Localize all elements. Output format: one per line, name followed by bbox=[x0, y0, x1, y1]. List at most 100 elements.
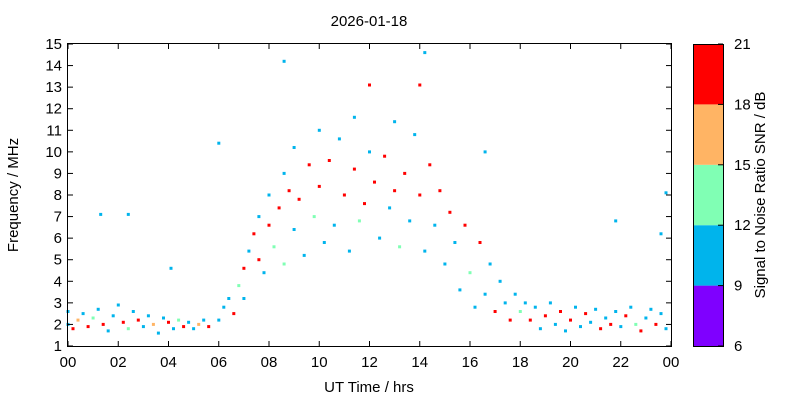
y-tick-label: 5 bbox=[54, 252, 62, 269]
data-point bbox=[589, 320, 593, 324]
colorbar-segment bbox=[693, 285, 723, 346]
data-point bbox=[207, 325, 211, 329]
y-tick-label: 11 bbox=[46, 122, 62, 139]
data-point bbox=[659, 232, 663, 236]
data-point bbox=[368, 83, 371, 87]
data-point bbox=[302, 253, 306, 257]
data-point bbox=[76, 318, 80, 322]
data-point bbox=[126, 212, 130, 216]
data-point bbox=[151, 322, 155, 326]
data-point bbox=[257, 215, 261, 219]
data-point bbox=[393, 189, 397, 193]
data-point bbox=[584, 312, 588, 316]
data-point bbox=[664, 327, 668, 331]
data-point bbox=[187, 320, 191, 324]
x-tick-label: 16 bbox=[462, 354, 479, 371]
data-point bbox=[297, 197, 301, 201]
data-point bbox=[624, 314, 628, 318]
x-tick-label: 08 bbox=[261, 354, 278, 371]
data-point bbox=[232, 312, 236, 316]
data-point bbox=[528, 318, 532, 322]
data-point bbox=[614, 310, 618, 313]
data-point bbox=[488, 262, 492, 266]
data-point bbox=[478, 241, 482, 244]
data-point bbox=[453, 241, 457, 244]
data-point bbox=[282, 262, 286, 266]
data-point bbox=[312, 215, 316, 219]
data-point bbox=[272, 245, 276, 249]
data-point bbox=[292, 228, 296, 231]
data-point bbox=[614, 219, 618, 223]
data-point bbox=[548, 301, 552, 305]
data-point bbox=[513, 292, 517, 296]
y-axis-label: Frequency / MHz bbox=[5, 138, 22, 252]
data-point bbox=[332, 223, 336, 227]
colorbar-tick-label: 9 bbox=[734, 278, 742, 295]
data-point bbox=[503, 301, 507, 305]
x-tick-label: 22 bbox=[612, 354, 629, 371]
data-point bbox=[594, 307, 598, 311]
data-point bbox=[393, 120, 397, 124]
x-tick-label: 10 bbox=[311, 354, 328, 371]
data-point bbox=[378, 236, 382, 240]
data-point bbox=[156, 331, 160, 335]
y-tick-label: 8 bbox=[54, 187, 62, 204]
data-point bbox=[543, 314, 547, 318]
x-tick-label: 04 bbox=[160, 354, 177, 371]
data-point bbox=[352, 167, 356, 171]
data-point bbox=[126, 327, 130, 331]
data-points bbox=[66, 51, 668, 335]
data-point bbox=[448, 210, 452, 214]
data-point bbox=[644, 316, 648, 320]
y-tick-label: 15 bbox=[45, 36, 62, 53]
x-tick-label: 00 bbox=[663, 354, 680, 371]
data-point bbox=[508, 318, 512, 322]
y-tick-label: 13 bbox=[45, 79, 62, 96]
data-point bbox=[413, 133, 417, 137]
colorbar-tick-label: 12 bbox=[734, 217, 751, 234]
data-point bbox=[267, 223, 271, 227]
y-tick-label: 14 bbox=[45, 58, 62, 75]
data-point bbox=[111, 314, 115, 318]
x-axis-label: UT Time / hrs bbox=[324, 379, 414, 396]
data-point bbox=[483, 150, 487, 154]
data-point bbox=[518, 310, 522, 313]
data-point bbox=[659, 312, 663, 316]
data-point bbox=[277, 206, 281, 210]
data-point bbox=[99, 212, 103, 216]
data-point bbox=[192, 327, 196, 331]
data-point bbox=[498, 279, 502, 283]
colorbar-segment bbox=[693, 44, 723, 105]
plot-frame bbox=[67, 43, 672, 347]
colorbar-tick-label: 21 bbox=[734, 36, 751, 53]
data-point bbox=[91, 316, 95, 320]
data-point bbox=[202, 318, 206, 322]
data-point bbox=[347, 249, 351, 253]
data-point bbox=[569, 318, 572, 322]
y-tick-label: 6 bbox=[54, 230, 62, 247]
y-tick-label: 9 bbox=[54, 165, 62, 182]
data-point bbox=[654, 322, 658, 326]
data-point bbox=[106, 329, 110, 333]
colorbar-tick-label: 15 bbox=[734, 157, 751, 174]
y-tick-label: 3 bbox=[54, 295, 62, 312]
data-point bbox=[418, 193, 422, 197]
data-point bbox=[136, 318, 140, 322]
colorbar-segment bbox=[693, 164, 723, 226]
colorbar-label: Signal to Noise Ratio SNR / dB bbox=[752, 92, 769, 299]
data-point bbox=[458, 288, 462, 292]
data-point bbox=[664, 191, 668, 195]
data-point bbox=[197, 322, 201, 326]
data-point bbox=[71, 327, 75, 331]
data-point bbox=[257, 258, 261, 262]
data-point bbox=[629, 305, 633, 309]
data-point bbox=[222, 305, 226, 309]
data-point bbox=[146, 314, 150, 318]
y-tick-label: 2 bbox=[54, 316, 62, 333]
data-point bbox=[131, 310, 135, 313]
colorbar: 6 9 12 15 18 21 bbox=[693, 36, 751, 355]
data-point bbox=[423, 249, 427, 253]
data-point bbox=[237, 284, 241, 288]
data-point bbox=[373, 180, 376, 184]
